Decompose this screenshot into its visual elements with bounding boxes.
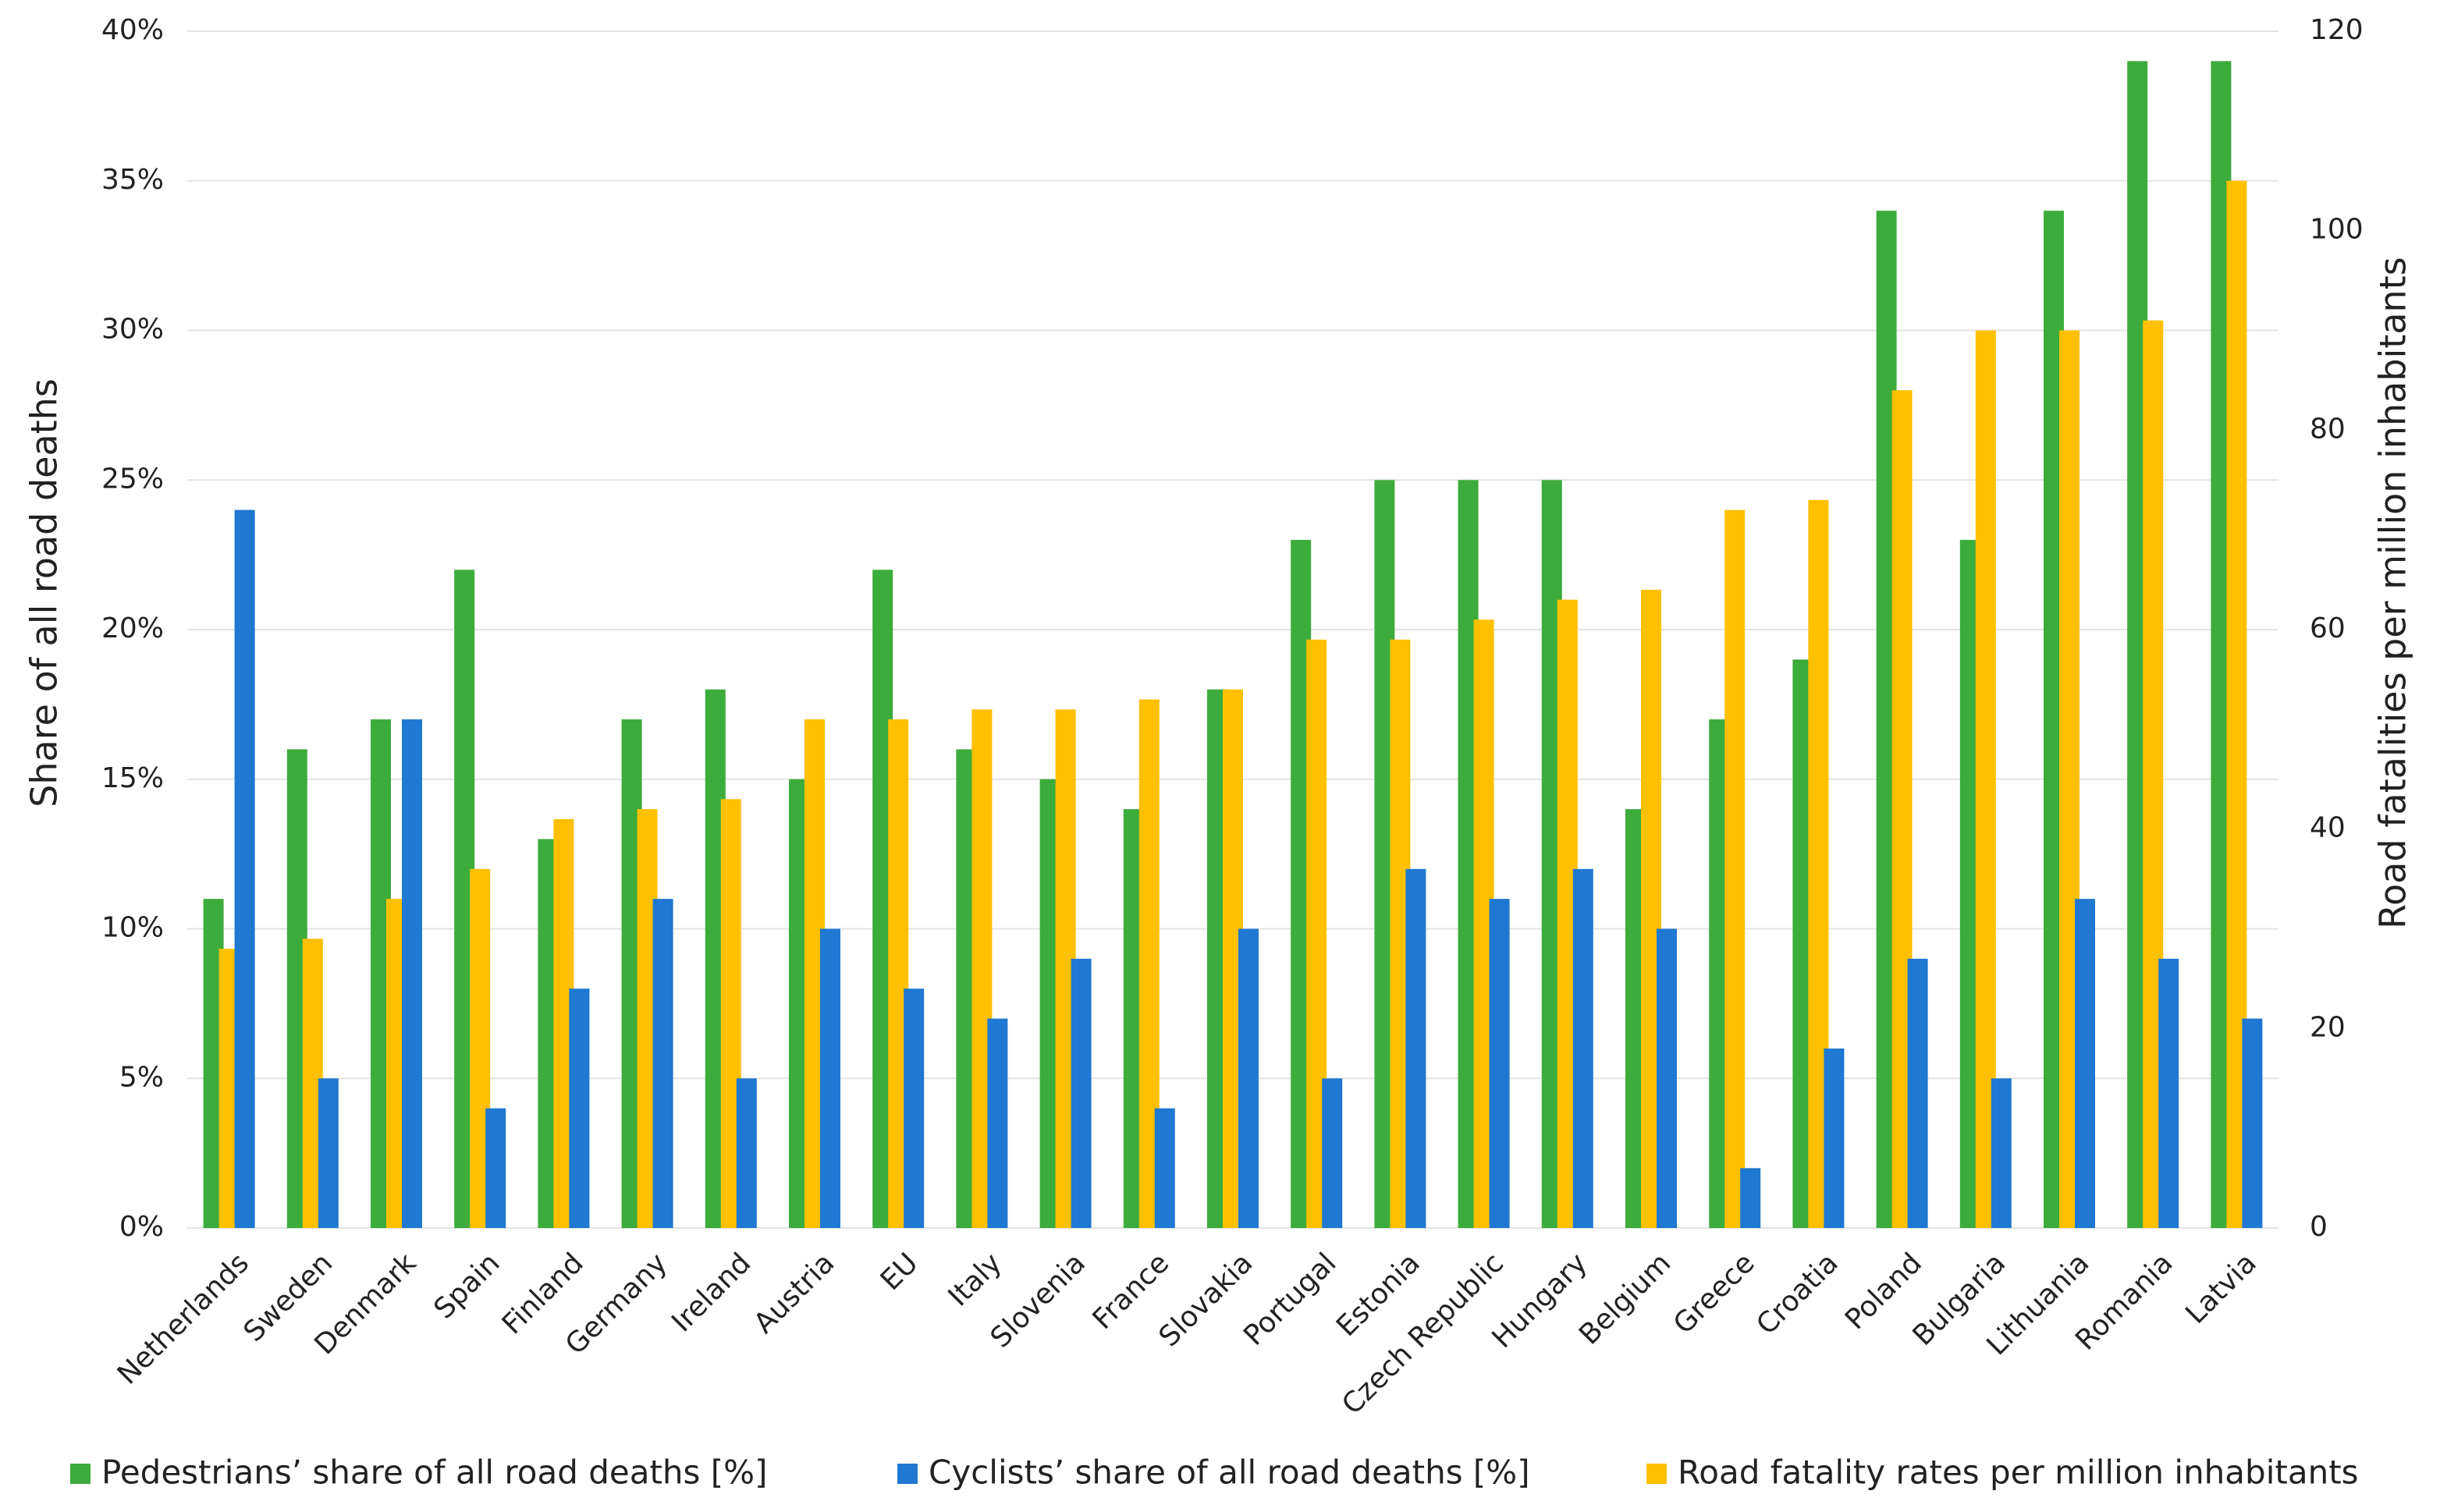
y-tick-label: 20% [101, 612, 164, 644]
bar [1824, 1048, 1845, 1228]
bar [2158, 958, 2179, 1228]
y-tick-label: 10% [101, 912, 164, 944]
bar [485, 1108, 506, 1228]
y-tick-label: 35% [101, 164, 164, 196]
bar [820, 928, 840, 1228]
legend-label: Pedestrians’ share of all road deaths [%… [101, 1453, 767, 1492]
legend-label: Cyclists’ share of all road deaths [%] [929, 1453, 1530, 1492]
bar [987, 1018, 1008, 1228]
x-tick-label: Italy [943, 1247, 1008, 1312]
bar [569, 988, 590, 1228]
legend-marker [897, 1464, 918, 1484]
x-tick-label: Croatia [1750, 1247, 1845, 1341]
y2-tick-label: 60 [2310, 612, 2346, 644]
bar [1991, 1078, 2012, 1228]
y-tick-label: 0% [119, 1211, 164, 1243]
bar [1740, 1168, 1761, 1228]
y-tick-label: 15% [101, 762, 164, 794]
bar [1489, 899, 1510, 1228]
x-tick-label: Ireland [666, 1247, 757, 1338]
bar [1238, 928, 1259, 1228]
x-tick-label: Czech Republic [1336, 1247, 1510, 1421]
bar [1657, 928, 1677, 1228]
bar [1907, 958, 1928, 1228]
y2-tick-label: 100 [2310, 214, 2364, 246]
bar [1724, 509, 1746, 1228]
y2-tick-label: 40 [2310, 812, 2346, 844]
y2-axis-label: Road fatalities per million inhabitants [2372, 257, 2414, 928]
bar [736, 1078, 757, 1228]
bar [318, 1078, 339, 1228]
bar [1572, 868, 1593, 1228]
x-tick-label: Slovakia [1153, 1247, 1259, 1353]
bar [234, 509, 255, 1228]
y-tick-label: 40% [101, 14, 164, 46]
x-tick-label: Austria [748, 1247, 841, 1340]
bar [1322, 1078, 1343, 1228]
x-tick-label: Spain [428, 1247, 506, 1325]
bar [2075, 899, 2095, 1228]
bar [904, 988, 925, 1228]
bar [652, 899, 673, 1228]
y-tick-label: 30% [101, 314, 164, 346]
bar [2242, 1018, 2263, 1228]
y-tick-label: 5% [119, 1061, 164, 1093]
y2-tick-label: 0 [2310, 1211, 2328, 1243]
y2-tick-label: 20 [2310, 1011, 2346, 1043]
x-tick-label: EU [875, 1247, 925, 1297]
x-tick-label: Belgium [1573, 1247, 1677, 1351]
legend-marker [1646, 1464, 1667, 1484]
bar [1405, 868, 1426, 1228]
y2-tick-label: 80 [2310, 413, 2346, 445]
y-axis-label: Share of all road deaths [23, 378, 66, 807]
y-tick-label: 25% [101, 463, 164, 495]
x-tick-label: Greece [1668, 1247, 1761, 1340]
x-tick-label: Latvia [2179, 1247, 2262, 1329]
legend-marker [70, 1464, 91, 1484]
x-tick-label: Portugal [1238, 1247, 1342, 1351]
y2-tick-label: 120 [2310, 14, 2364, 46]
bar [402, 719, 422, 1228]
x-tick-label: Netherlands [112, 1247, 255, 1390]
bar [1154, 1108, 1175, 1228]
bar [1071, 958, 1092, 1228]
legend-label: Road fatality rates per million inhabita… [1678, 1453, 2359, 1492]
